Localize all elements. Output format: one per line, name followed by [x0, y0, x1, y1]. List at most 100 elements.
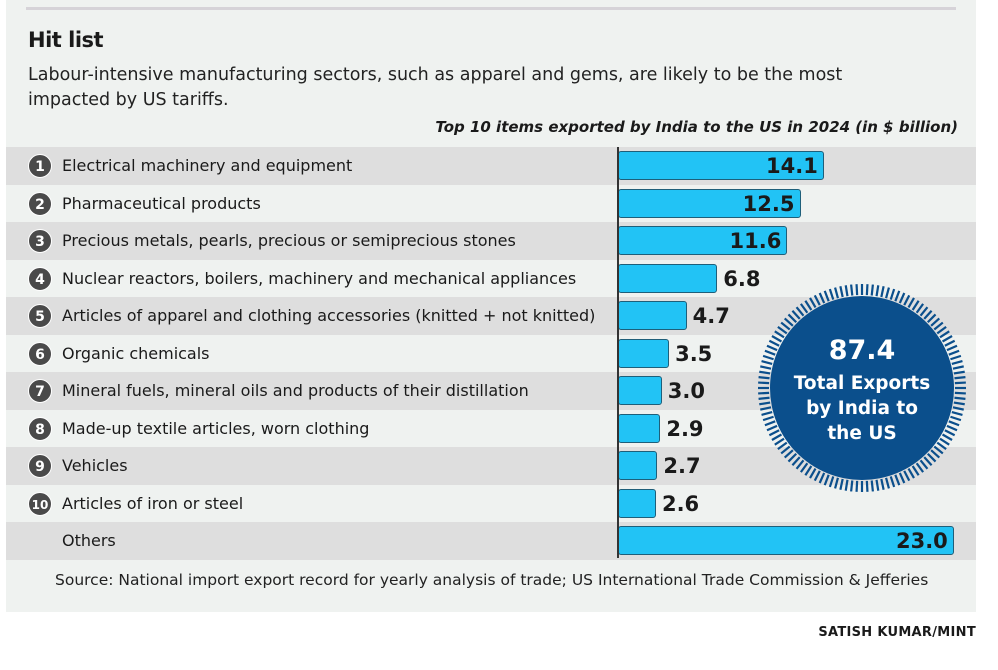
callout-tick — [919, 459, 929, 470]
callout-tick — [758, 396, 770, 400]
table-row: 1 Electrical machinery and equipment 14.1 — [6, 147, 976, 185]
callout-tick — [944, 429, 956, 437]
callout-tick — [795, 306, 805, 317]
callout-tick — [946, 424, 958, 432]
total-value: 87.4 — [828, 335, 896, 366]
value-label: 14.1 — [766, 154, 818, 178]
bar — [618, 526, 954, 555]
table-row: Others 23.0 — [6, 522, 976, 560]
rank-badge: 3 — [28, 229, 52, 253]
bar — [618, 301, 687, 330]
chart-caption: Top 10 items exported by India to the US… — [435, 118, 958, 136]
category-label: Articles of iron or steel — [62, 493, 244, 513]
callout-tick — [903, 294, 911, 306]
callout-tick — [875, 479, 880, 491]
value-label: 23.0 — [895, 529, 948, 553]
callout-tick — [939, 330, 950, 339]
callout-tick — [839, 286, 844, 298]
value-label: 11.6 — [729, 229, 782, 253]
callout-tick — [758, 381, 770, 385]
value-label: 2.9 — [666, 416, 704, 441]
table-row: 10 Articles of iron or steel 2.6 — [6, 484, 976, 522]
callout-tick — [952, 406, 964, 411]
value-label: 3.5 — [675, 341, 713, 366]
value-label: 12.5 — [742, 191, 795, 216]
callout-tick — [953, 370, 965, 375]
callout-tick — [766, 344, 778, 352]
callout-tick — [761, 360, 773, 365]
chart-title: Hit list — [28, 28, 104, 52]
callout-tick — [889, 288, 896, 300]
rank-badge: 10 — [28, 491, 52, 516]
callout-tick — [907, 467, 915, 479]
chart-subtitle: Labour-intensive manufacturing sectors, … — [28, 65, 843, 110]
top-rule — [26, 7, 956, 10]
callout-tick — [933, 321, 944, 331]
category-label: Vehicles — [62, 456, 128, 475]
callout-tick — [799, 462, 809, 473]
callout-tick — [907, 297, 915, 309]
callout-tick — [795, 459, 805, 470]
callout-tick — [823, 474, 830, 486]
value-label: 4.7 — [692, 304, 730, 328]
callout-tick — [951, 411, 963, 416]
bar — [618, 151, 824, 180]
callout-tick — [783, 317, 794, 327]
callout-tick — [939, 437, 950, 446]
callout-tick — [889, 476, 896, 488]
callout-tick — [804, 465, 813, 476]
callout-tick — [791, 456, 801, 467]
callout-tick — [766, 424, 778, 432]
callout-tick — [923, 456, 933, 467]
callout-disc — [770, 296, 954, 480]
callout-tick — [828, 288, 835, 300]
callout-tick — [799, 303, 809, 314]
callout-tick — [926, 452, 937, 463]
callout-tick — [855, 480, 859, 492]
callout-tick — [761, 411, 773, 416]
callout-tick — [885, 287, 890, 299]
bar — [618, 263, 718, 293]
callout-tick — [809, 467, 817, 479]
y-axis-line — [617, 147, 619, 558]
callout-tick — [760, 406, 772, 411]
callout-tick — [780, 445, 791, 455]
callout-tick — [930, 449, 941, 459]
callout-tick — [941, 335, 953, 343]
callout-tick — [850, 480, 854, 492]
callout-tick — [885, 477, 890, 489]
rank-badge: 4 — [28, 266, 52, 291]
callout-tick — [762, 354, 774, 361]
callout-tick — [941, 433, 953, 441]
callout-tick — [880, 478, 885, 490]
callout-tick — [936, 325, 947, 335]
callout-tick — [898, 292, 906, 304]
category-label: Electrical machinery and equipment — [62, 156, 353, 175]
callout-tick — [915, 462, 925, 473]
callout-tick — [787, 313, 798, 324]
category-label: Articles of apparel and clothing accesso… — [62, 306, 596, 325]
rank-badge: 5 — [28, 304, 52, 328]
callout-tick — [777, 441, 788, 451]
value-label: 2.7 — [663, 454, 701, 478]
rank-badge: 6 — [28, 341, 52, 366]
bar — [618, 338, 670, 368]
table-row: 4 Nuclear reactors, boilers, machinery an… — [6, 259, 976, 297]
callout-tick — [758, 391, 770, 395]
rank-badge: 7 — [28, 379, 52, 403]
callout-tick — [839, 478, 844, 490]
callout-tick — [948, 420, 960, 427]
callout-tick — [954, 391, 966, 395]
callout-tick — [783, 449, 794, 459]
callout-tick — [791, 309, 801, 320]
category-label: Others — [62, 531, 116, 550]
callout-tick — [919, 306, 929, 317]
callout-tick — [818, 292, 826, 304]
bar — [618, 376, 662, 405]
callout-tick — [953, 401, 965, 406]
callout-tick — [954, 396, 966, 400]
callout-tick — [944, 339, 956, 347]
table-row: 7 Mineral fuels, mineral oils and product… — [6, 372, 976, 410]
callout-tick — [946, 344, 958, 352]
callout-tick — [898, 472, 906, 484]
